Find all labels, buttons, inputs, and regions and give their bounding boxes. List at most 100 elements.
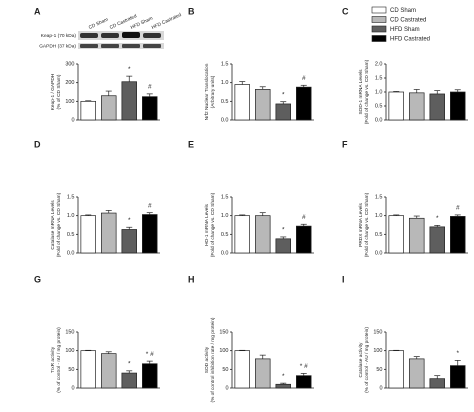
bar xyxy=(142,96,158,121)
bar xyxy=(234,84,250,121)
western-blot xyxy=(78,31,164,49)
y-tick-label: 0 xyxy=(379,385,382,391)
y-axis-label: Keap-1 / GAPDH(% of CD Sham) xyxy=(50,73,62,110)
y-tick-label: 0.5 xyxy=(375,103,383,109)
bar xyxy=(142,363,158,389)
bar xyxy=(121,372,137,389)
bar xyxy=(409,92,425,121)
y-axis-label: SOD activity(% of control inhibition rat… xyxy=(204,317,216,402)
y-tick-label: 1.5 xyxy=(67,194,75,200)
significance-mark: # xyxy=(456,205,460,212)
bar xyxy=(275,238,291,254)
bar xyxy=(296,86,312,121)
y-tick-label: 50 xyxy=(376,367,382,373)
y-tick-label: 1.0 xyxy=(375,213,383,219)
blot-strip xyxy=(78,31,164,40)
y-axis-label: SOD-1 mRNA Levels(Fold of change vs. CD … xyxy=(358,59,370,124)
significance-mark: * xyxy=(128,217,131,224)
bar xyxy=(121,81,137,121)
blot-band xyxy=(80,33,98,38)
legend-swatch xyxy=(371,25,387,33)
bar xyxy=(255,358,271,389)
y-tick-label: 1.0 xyxy=(67,213,75,219)
y-axis-label-line: PRDX mRNA Levels xyxy=(358,203,364,247)
panel-letter: F xyxy=(342,139,348,149)
y-tick-label: 1.5 xyxy=(375,75,383,81)
legend-label: HFD Castrated xyxy=(390,36,430,42)
y-axis-label-line: Catalase activity xyxy=(358,342,364,378)
bar xyxy=(429,226,445,254)
y-axis-label-line: SOD activity xyxy=(204,346,210,373)
significance-mark: * xyxy=(436,215,439,222)
y-axis-label-line: Nrf2 Nuclear Translocation xyxy=(204,63,210,120)
blot-band xyxy=(80,44,98,48)
panel-letter: E xyxy=(188,139,194,149)
blot-strip xyxy=(78,43,164,49)
y-tick-label: 1.5 xyxy=(221,194,229,200)
y-axis-label-line: (% of control inhibition rate / mg prote… xyxy=(210,317,216,402)
y-axis-label: PRDX mRNA Levels(Fold of change vs. CD S… xyxy=(358,192,370,257)
blot-row-label: GAPDH (37 kDa) xyxy=(39,43,76,49)
significance-mark: # xyxy=(302,75,306,82)
bar xyxy=(121,229,137,254)
y-tick-label: 0 xyxy=(71,385,74,391)
y-tick-label: 0 xyxy=(71,117,74,123)
blot-band xyxy=(101,44,119,48)
y-tick-label: 100 xyxy=(65,99,74,105)
panel-letter: B xyxy=(188,6,195,16)
bar xyxy=(275,383,291,389)
bar xyxy=(450,216,466,254)
blot-band xyxy=(122,32,140,38)
y-axis-label-line: HO-1 mRNA Levels xyxy=(204,203,210,245)
y-axis-label-line: Catalase mRNA Levels xyxy=(50,200,56,250)
bar xyxy=(296,375,312,389)
blot-band xyxy=(122,44,140,48)
y-tick-label: 0 xyxy=(225,385,228,391)
significance-mark: # xyxy=(148,202,152,209)
y-tick-label: 100 xyxy=(65,348,74,354)
significance-mark: * xyxy=(282,373,285,380)
y-tick-label: 1.0 xyxy=(375,89,383,95)
blot-band xyxy=(101,33,119,38)
bar xyxy=(142,214,158,254)
bar xyxy=(296,225,312,254)
y-axis-label: Nrf2 Nuclear Translocation(Arbitrary uni… xyxy=(204,63,216,120)
bar xyxy=(80,350,96,389)
y-axis-label-line: (% of control - AU / mg protein) xyxy=(364,327,370,393)
y-tick-label: 100 xyxy=(373,348,382,354)
panel-letter: G xyxy=(34,274,41,284)
panel-letter: I xyxy=(342,274,345,284)
panel-letter: C xyxy=(342,6,349,16)
y-tick-label: 50 xyxy=(222,367,228,373)
y-tick-label: 150 xyxy=(65,329,74,335)
significance-mark: * xyxy=(282,227,285,234)
y-tick-label: 0.0 xyxy=(221,250,229,256)
legend-label: CD Castrated xyxy=(390,17,426,23)
y-tick-label: 2.0 xyxy=(375,61,383,67)
significance-mark: * # xyxy=(300,363,308,370)
bar xyxy=(450,365,466,389)
y-tick-label: 1.0 xyxy=(221,213,229,219)
y-tick-label: 100 xyxy=(219,348,228,354)
y-axis-label-line: (Fold of change vs. CD Sham) xyxy=(364,59,370,124)
bar xyxy=(80,100,96,121)
bar xyxy=(409,358,425,389)
bar xyxy=(101,353,117,389)
bar xyxy=(409,217,425,254)
bar xyxy=(450,91,466,121)
y-tick-label: 1.0 xyxy=(221,80,229,86)
y-tick-label: 0.5 xyxy=(375,232,383,238)
y-tick-label: 0.0 xyxy=(221,117,229,123)
significance-mark: * # xyxy=(146,351,154,358)
y-axis-label-line: (% of CD Sham) xyxy=(56,74,62,109)
y-axis-label-line: SOD-1 mRNA Levels xyxy=(358,69,364,115)
y-axis-label-line: Keap-1 / GAPDH xyxy=(50,73,56,110)
y-axis-label-line: (Fold of change vs. CD Sham) xyxy=(56,192,62,257)
y-tick-label: 50 xyxy=(68,367,74,373)
y-axis-label-line: (Arbitrary units) xyxy=(210,75,216,108)
bar xyxy=(388,91,404,121)
significance-mark: * xyxy=(456,350,459,357)
significance-mark: # xyxy=(302,214,306,221)
bar xyxy=(80,215,96,254)
